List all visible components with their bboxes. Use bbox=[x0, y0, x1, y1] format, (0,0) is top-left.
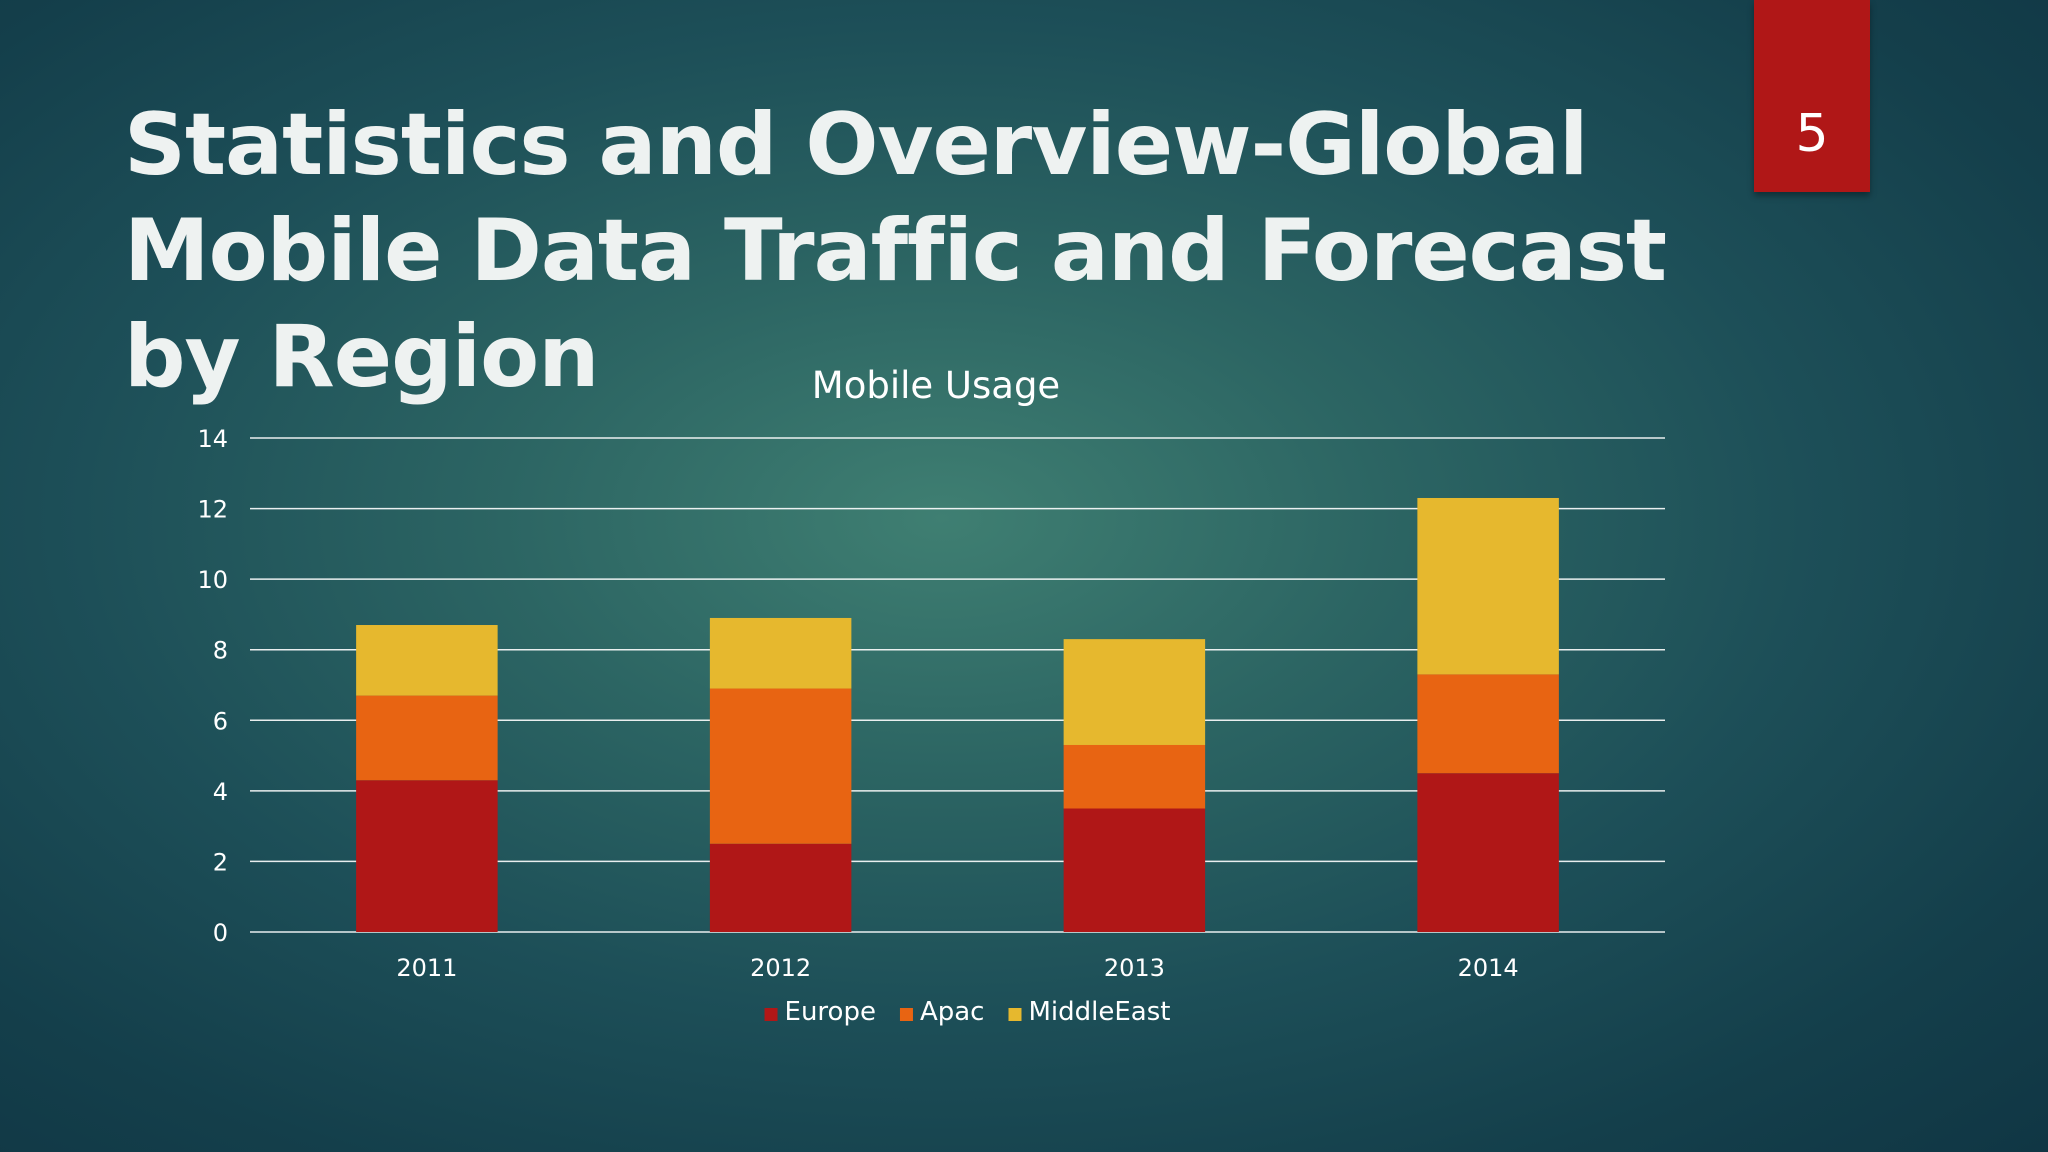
y-tick-label: 8 bbox=[213, 637, 228, 665]
y-axis-labels: 0 2 4 6 8 10 12 14 bbox=[197, 425, 228, 947]
y-tick-label: 12 bbox=[197, 496, 228, 524]
slide-title: Statistics and Overview-Global Mobile Da… bbox=[124, 95, 1667, 407]
page-number: 5 bbox=[1795, 104, 1829, 164]
x-tick-label: 2014 bbox=[1458, 954, 1519, 982]
y-tick-label: 2 bbox=[213, 848, 228, 876]
chart-title: Mobile Usage bbox=[812, 364, 1060, 407]
x-tick-label: 2013 bbox=[1104, 954, 1165, 982]
x-axis-labels: 2011 2012 2013 2014 bbox=[396, 954, 1518, 982]
bar-apac-2011 bbox=[356, 695, 498, 781]
bar-middleeast-2014 bbox=[1417, 497, 1559, 675]
bar-europe-2012 bbox=[709, 843, 852, 932]
bar-europe-2011 bbox=[356, 780, 498, 932]
legend-label: Europe bbox=[785, 997, 876, 1027]
page-number-tab: 5 bbox=[1754, 0, 1870, 192]
y-tick-label: 6 bbox=[213, 707, 228, 735]
bar-middleeast-2011 bbox=[356, 625, 498, 696]
bar-apac-2014 bbox=[1417, 674, 1559, 774]
legend-swatch bbox=[764, 1008, 778, 1021]
bar-europe-2014 bbox=[1417, 773, 1559, 932]
y-tick-label: 0 bbox=[213, 919, 228, 947]
legend-item-middleeast: MiddleEast bbox=[1008, 997, 1170, 1027]
legend: Europe Apac MiddleEast bbox=[764, 997, 1170, 1027]
bars bbox=[356, 497, 1559, 932]
bar-europe-2013 bbox=[1063, 808, 1206, 932]
y-tick-label: 10 bbox=[197, 566, 228, 594]
x-tick-label: 2011 bbox=[396, 954, 457, 982]
bar-apac-2012 bbox=[709, 688, 852, 844]
legend-label: MiddleEast bbox=[1028, 997, 1170, 1027]
y-tick-label: 14 bbox=[197, 425, 228, 453]
legend-item-europe: Europe bbox=[764, 997, 876, 1027]
bar-apac-2013 bbox=[1063, 744, 1206, 809]
x-tick-label: 2012 bbox=[750, 954, 811, 982]
legend-swatch bbox=[1008, 1008, 1022, 1021]
legend-label: Apac bbox=[920, 997, 985, 1027]
bar-middleeast-2013 bbox=[1063, 639, 1206, 745]
legend-item-apac: Apac bbox=[899, 997, 985, 1027]
legend-swatch bbox=[899, 1008, 913, 1021]
bar-middleeast-2012 bbox=[709, 617, 852, 689]
y-tick-label: 4 bbox=[213, 778, 228, 806]
